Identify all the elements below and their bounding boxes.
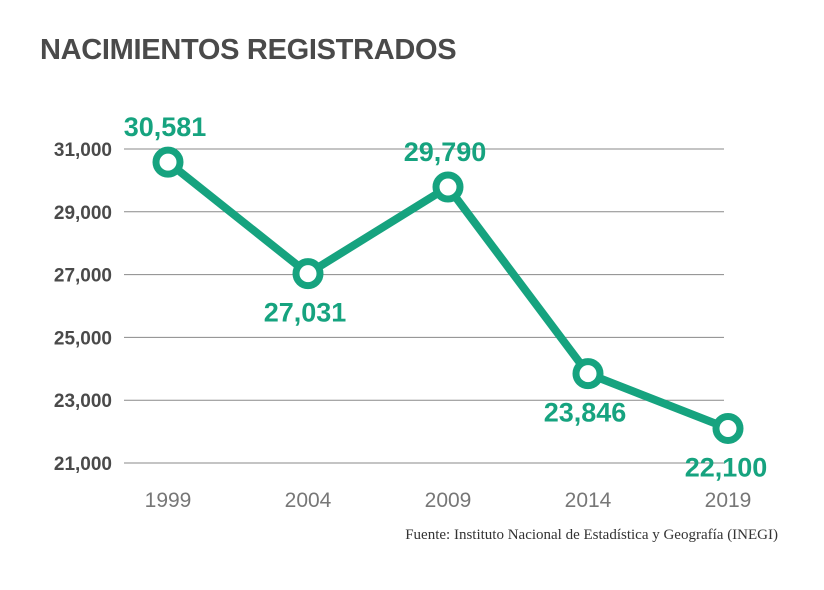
y-tick-label: 27,000 bbox=[54, 266, 112, 287]
x-tick-label: 2009 bbox=[425, 489, 472, 512]
data-label: 27,031 bbox=[264, 298, 347, 328]
y-tick-label: 25,000 bbox=[54, 328, 112, 349]
series bbox=[152, 146, 744, 444]
x-tick-label: 2019 bbox=[705, 489, 752, 512]
data-point bbox=[572, 358, 604, 390]
x-tick-label: 2014 bbox=[565, 489, 612, 512]
data-label: 29,790 bbox=[404, 137, 487, 167]
data-label: 23,846 bbox=[544, 398, 627, 428]
data-point bbox=[152, 146, 184, 178]
x-tick-label: 2004 bbox=[285, 489, 332, 512]
data-label: 22,100 bbox=[685, 452, 768, 482]
y-tick-label: 21,000 bbox=[54, 454, 112, 475]
chart-title: NACIMIENTOS REGISTRADOS bbox=[40, 34, 457, 66]
y-tick-label: 23,000 bbox=[54, 391, 112, 412]
x-tick-label: 1999 bbox=[145, 489, 192, 512]
data-label: 30,581 bbox=[124, 112, 207, 142]
x-axis-ticks: 1999 2004 2009 2014 2019 bbox=[145, 489, 752, 512]
y-tick-label: 31,000 bbox=[54, 140, 112, 161]
data-point bbox=[292, 258, 324, 290]
line-chart: 21,000 23,000 25,000 27,000 29,000 31,000 199… bbox=[54, 112, 768, 512]
data-labels: 30,581 27,031 29,790 23,846 22,100 bbox=[124, 112, 768, 482]
data-point bbox=[712, 412, 744, 444]
y-axis-ticks: 21,000 23,000 25,000 27,000 29,000 31,000 bbox=[54, 140, 112, 475]
gridlines bbox=[124, 148, 724, 464]
source-note: Fuente: Instituto Nacional de Estadístic… bbox=[405, 527, 778, 543]
y-tick-label: 29,000 bbox=[54, 203, 112, 224]
data-point bbox=[432, 171, 464, 203]
